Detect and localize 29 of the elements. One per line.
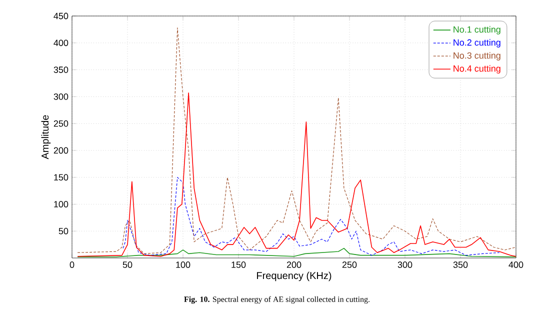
legend-label: No.3 cutting (454, 52, 500, 60)
y-tick-label: 50 (58, 228, 68, 234)
legend-label: No.4 cutting (454, 65, 500, 74)
y-tick-label: 250 (54, 120, 68, 127)
x-tick-label: 350 (453, 262, 468, 268)
x-tick-label: 250 (342, 262, 357, 268)
line-series (77, 92, 516, 257)
y-tick-label: 100 (54, 201, 68, 208)
line-series (122, 177, 500, 256)
x-tick-label: 50 (122, 262, 132, 268)
y-axis-title: Amplitude (41, 115, 51, 160)
x-tick-label: 300 (398, 262, 412, 268)
y-tick-label: 200 (54, 147, 68, 154)
y-tick-label: 300 (54, 93, 68, 100)
legend-label: No.1 cutting (454, 26, 500, 34)
x-tick-label: 0 (70, 262, 74, 268)
x-axis-title: Frequency (KHz) (257, 272, 332, 282)
x-tick-label: 150 (232, 262, 246, 268)
x-tick-label: 400 (508, 262, 524, 268)
y-tick-label: 350 (54, 66, 68, 73)
legend-label: No.2 cutting (454, 39, 500, 48)
line-series (77, 28, 516, 254)
y-tick-label: 400 (54, 40, 68, 46)
text: Fig. 10. Spectral energy of AE signal collected in cutting. (184, 296, 370, 304)
y-tick-label: 150 (54, 174, 68, 181)
y-tick-label: 450 (54, 12, 68, 20)
x-tick-label: 100 (176, 262, 190, 268)
x-tick-label: 200 (286, 262, 302, 268)
line-series (77, 248, 516, 258)
